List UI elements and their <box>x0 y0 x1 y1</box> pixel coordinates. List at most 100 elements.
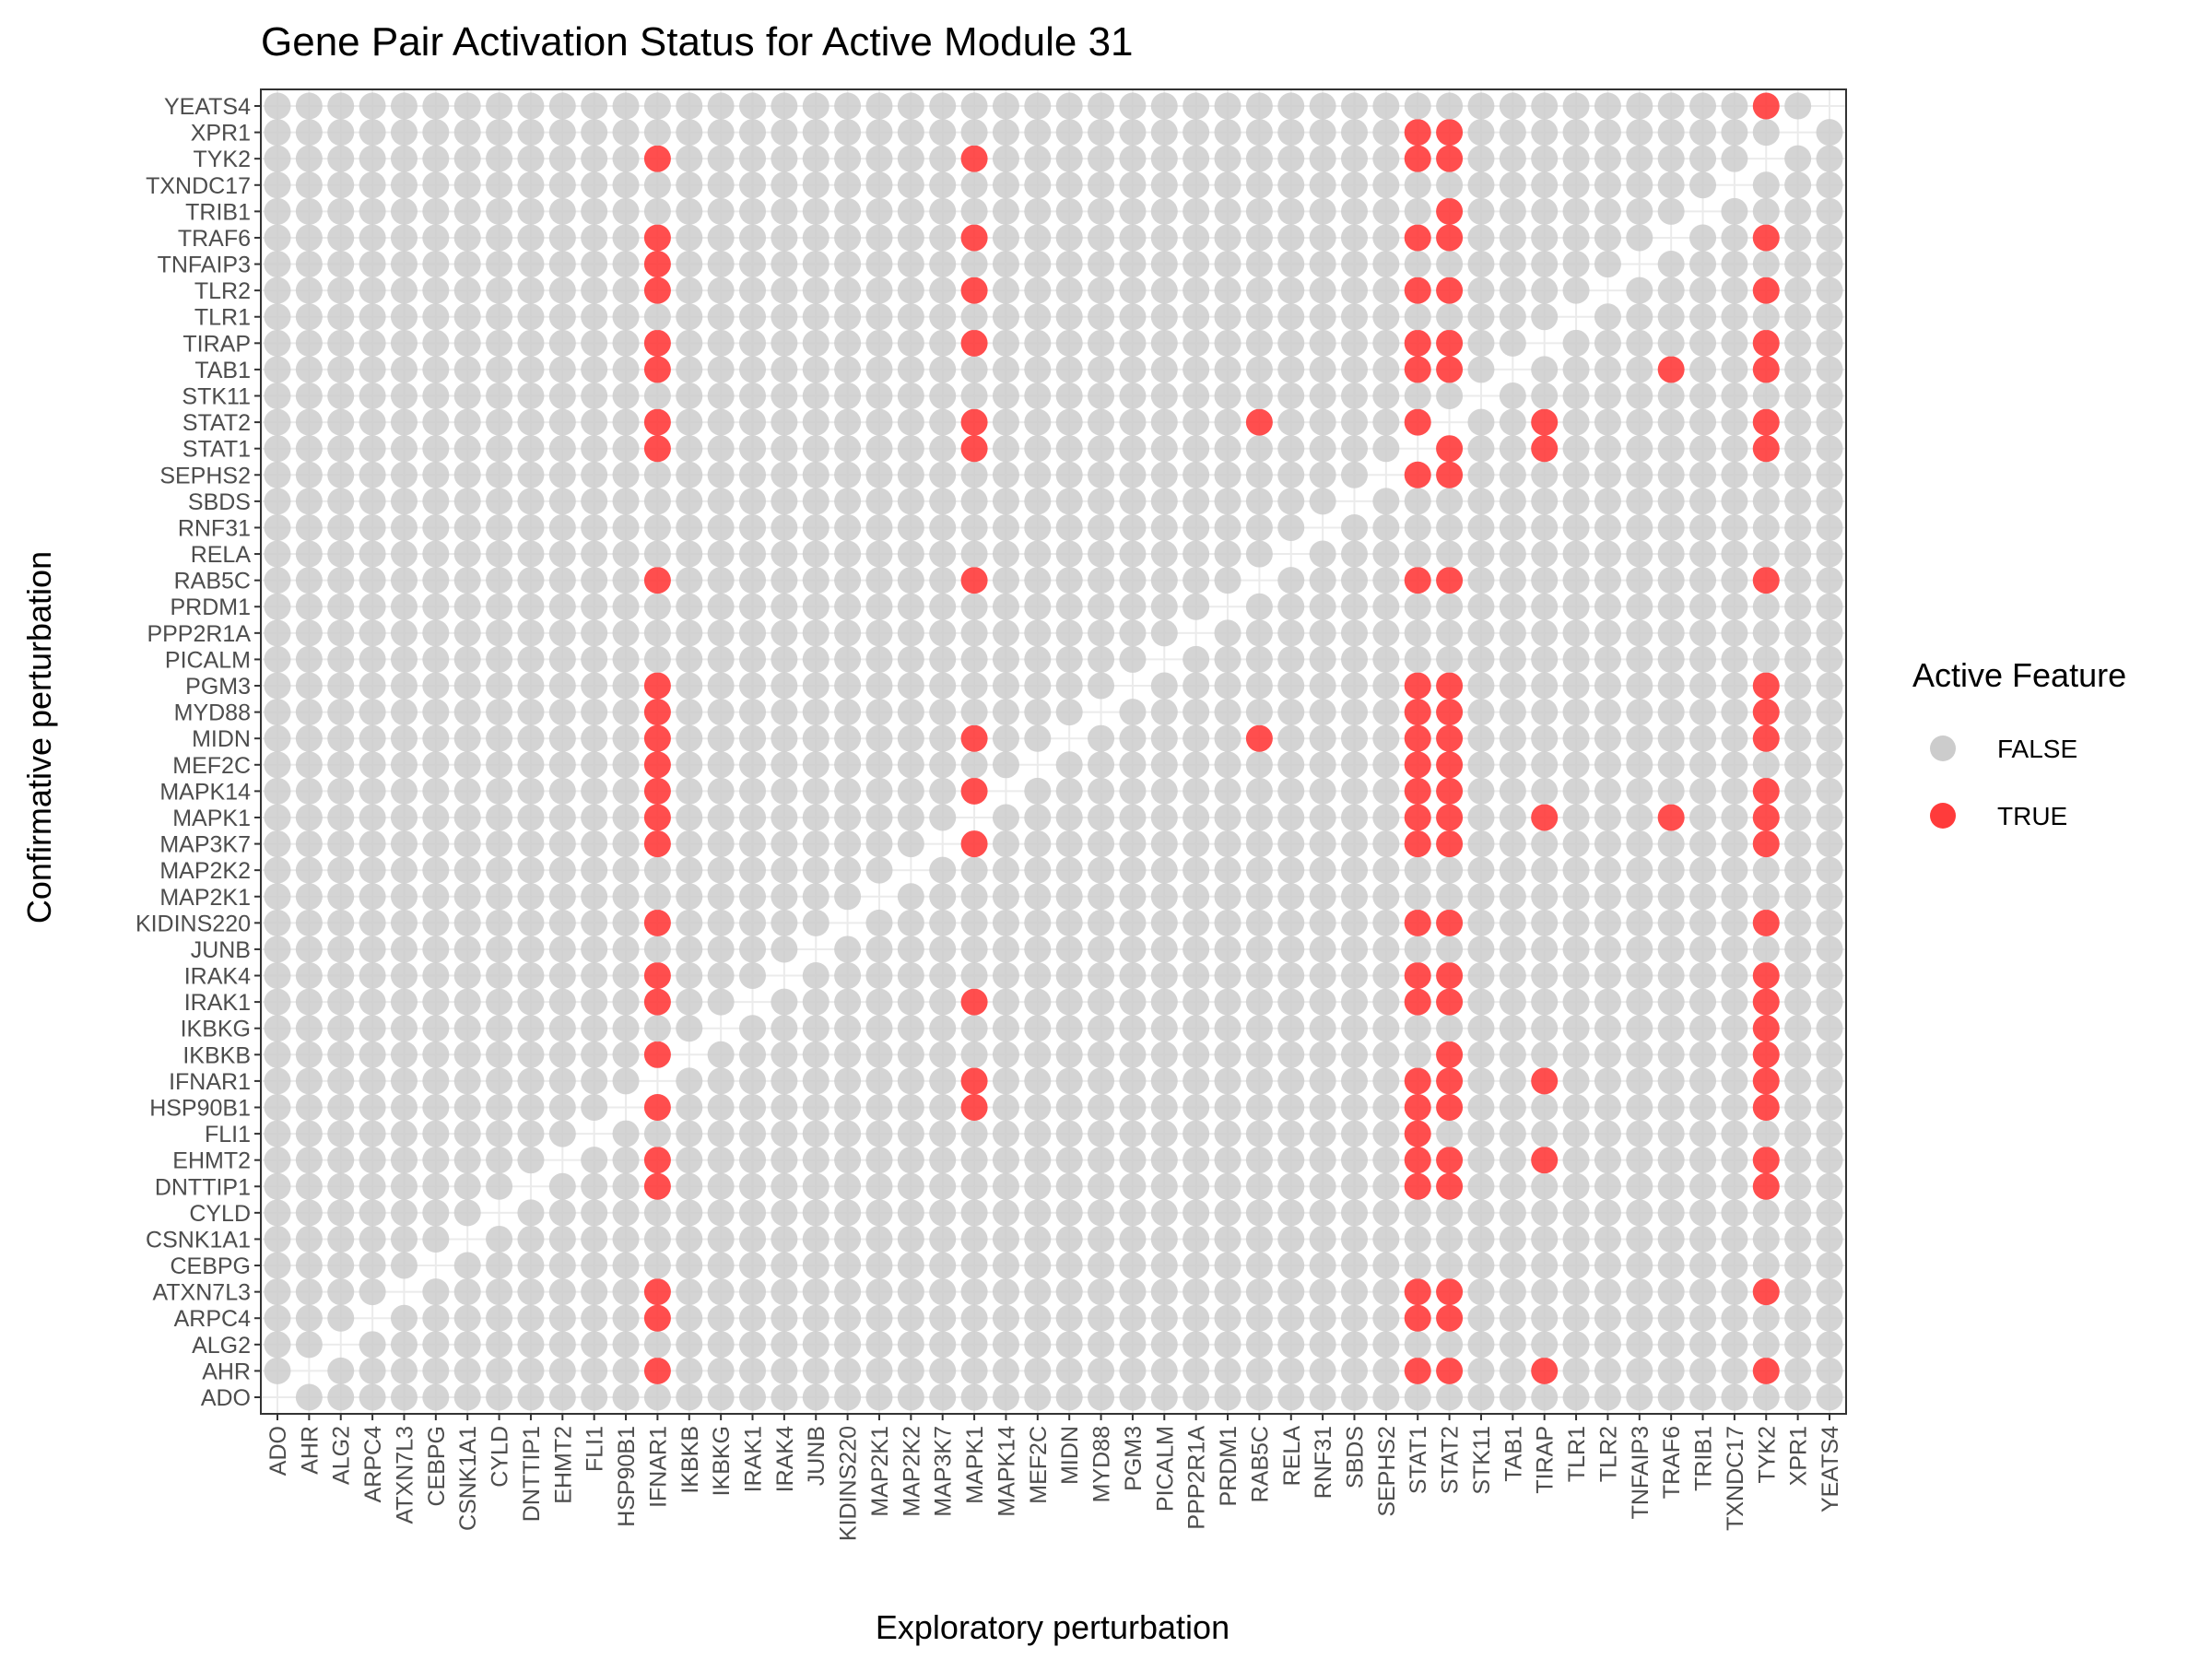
point-false <box>1340 329 1368 357</box>
point-false <box>1340 751 1368 779</box>
point-true <box>1752 830 1780 858</box>
point-false <box>486 145 513 172</box>
point-false <box>1119 92 1147 120</box>
point-false <box>581 645 608 673</box>
point-false <box>707 724 735 752</box>
point-false <box>390 909 418 936</box>
point-false <box>865 251 893 278</box>
point-true <box>1657 356 1685 383</box>
point-false <box>1150 224 1178 252</box>
point-false <box>1372 935 1400 963</box>
point-false <box>1088 145 1115 172</box>
point-false <box>1784 408 1812 436</box>
point-false <box>676 804 703 831</box>
point-false <box>581 777 608 805</box>
point-false <box>834 224 862 252</box>
point-false <box>802 488 830 515</box>
point-false <box>707 303 735 331</box>
point-false <box>581 276 608 304</box>
point-false <box>1182 540 1210 568</box>
point-false <box>1752 303 1780 331</box>
point-false <box>1816 1172 1843 1200</box>
point-false <box>1214 1357 1241 1384</box>
point-false <box>1626 883 1653 911</box>
point-false <box>1372 356 1400 383</box>
point-false <box>517 962 545 990</box>
point-false <box>1721 303 1748 331</box>
point-false <box>1752 751 1780 779</box>
point-false <box>1055 962 1083 990</box>
x-tick-label: XPR1 <box>1786 1426 1812 1486</box>
point-false <box>739 619 767 647</box>
point-false <box>517 251 545 278</box>
y-tick-label: STAT1 <box>182 437 251 463</box>
point-false <box>422 408 450 436</box>
point-false <box>1277 488 1305 515</box>
point-false <box>1499 1278 1526 1306</box>
point-false <box>739 513 767 541</box>
point-false <box>327 513 355 541</box>
point-false <box>1088 119 1115 147</box>
point-false <box>1182 1015 1210 1042</box>
point-false <box>1594 119 1621 147</box>
point-false <box>1340 935 1368 963</box>
point-false <box>1467 251 1495 278</box>
point-false <box>1499 329 1526 357</box>
point-false <box>1372 777 1400 805</box>
point-false <box>1055 645 1083 673</box>
point-false <box>486 1041 513 1068</box>
point-false <box>1214 145 1241 172</box>
point-false <box>1784 303 1812 331</box>
point-false <box>1467 1147 1495 1174</box>
point-false <box>264 171 291 199</box>
point-false <box>264 699 291 726</box>
point-false <box>1657 567 1685 594</box>
point-false <box>453 119 481 147</box>
point-false <box>1214 856 1241 884</box>
point-false <box>1499 856 1526 884</box>
point-false <box>960 1331 988 1359</box>
point-false <box>992 329 1019 357</box>
point-false <box>1372 1225 1400 1253</box>
point-false <box>1721 593 1748 620</box>
point-false <box>264 1304 291 1332</box>
point-false <box>422 1120 450 1147</box>
point-false <box>581 1172 608 1200</box>
point-false <box>1372 513 1400 541</box>
x-tick-label: IKBKB <box>677 1426 703 1494</box>
y-tick-label: DNTTIP1 <box>155 1174 251 1200</box>
point-false <box>960 1357 988 1384</box>
point-false <box>960 1041 988 1068</box>
point-false <box>1626 1357 1653 1384</box>
point-false <box>1340 251 1368 278</box>
point-false <box>1055 1015 1083 1042</box>
point-false <box>771 1041 798 1068</box>
point-false <box>1245 513 1273 541</box>
point-false <box>1088 1041 1115 1068</box>
point-false <box>612 461 640 488</box>
point-false <box>1499 1357 1526 1384</box>
point-false <box>1784 1199 1812 1227</box>
point-false <box>1404 488 1431 515</box>
point-false <box>264 119 291 147</box>
point-true <box>1436 672 1464 700</box>
point-false <box>1752 1225 1780 1253</box>
point-false <box>1784 856 1812 884</box>
point-false <box>1594 145 1621 172</box>
point-false <box>612 171 640 199</box>
point-false <box>1024 1252 1052 1279</box>
point-false <box>1467 329 1495 357</box>
point-true <box>1436 830 1464 858</box>
point-false <box>1657 435 1685 463</box>
point-false <box>453 883 481 911</box>
point-false <box>1277 408 1305 436</box>
point-false <box>517 540 545 568</box>
point-false <box>295 171 323 199</box>
point-false <box>1562 408 1590 436</box>
point-false <box>1277 672 1305 700</box>
point-false <box>548 1225 576 1253</box>
point-false <box>676 513 703 541</box>
point-true <box>1531 1147 1559 1174</box>
point-false <box>929 1252 957 1279</box>
point-false <box>422 1304 450 1332</box>
